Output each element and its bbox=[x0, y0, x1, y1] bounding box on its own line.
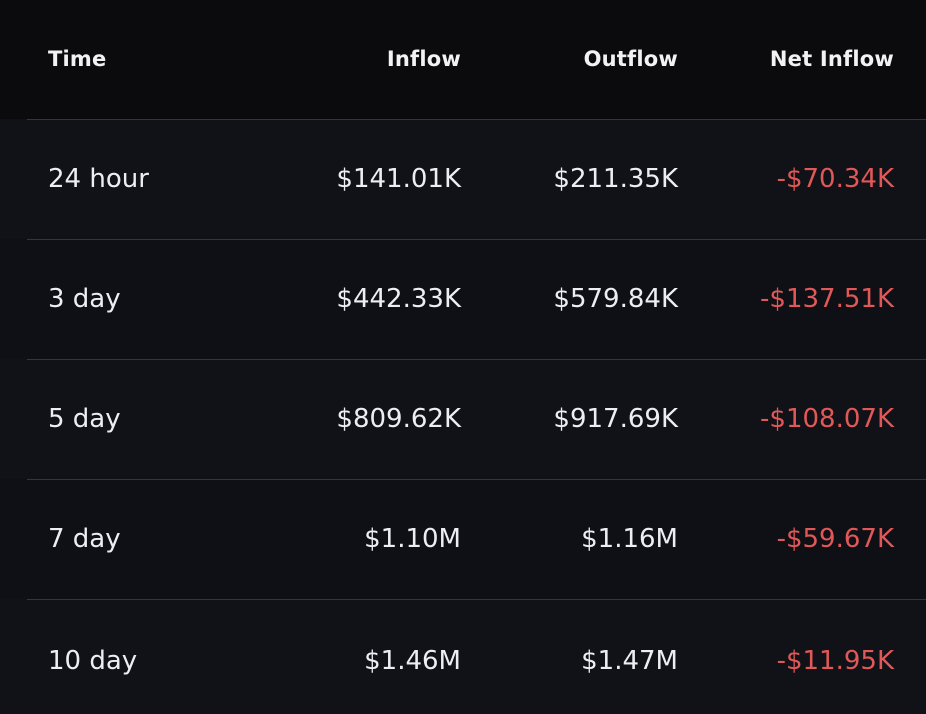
cell-inflow: $809.62K bbox=[336, 404, 461, 434]
row-divider bbox=[27, 239, 926, 240]
header-time: Time bbox=[48, 46, 107, 71]
header-inflow: Inflow bbox=[386, 46, 461, 71]
table-row: 24 hour $141.01K $211.35K -$70.34K bbox=[0, 119, 926, 239]
cell-time: 10 day bbox=[48, 645, 138, 676]
cell-time: 3 day bbox=[48, 284, 121, 314]
cell-outflow: $1.47M bbox=[581, 645, 678, 676]
cell-inflow: $1.10M bbox=[364, 524, 461, 554]
cell-inflow: $141.01K bbox=[336, 164, 461, 194]
table-row: 7 day $1.10M $1.16M -$59.67K bbox=[0, 479, 926, 599]
header-net-inflow: Net Inflow bbox=[769, 46, 894, 71]
row-divider bbox=[27, 359, 926, 360]
cell-outflow: $579.84K bbox=[553, 284, 678, 314]
cell-net-inflow: -$137.51K bbox=[760, 284, 894, 314]
cell-time: 5 day bbox=[48, 404, 121, 434]
row-divider bbox=[27, 479, 926, 480]
cell-net-inflow: -$11.95K bbox=[776, 645, 894, 676]
cell-net-inflow: -$59.67K bbox=[776, 524, 894, 554]
row-divider bbox=[27, 119, 926, 120]
table-header: Time Inflow Outflow Net Inflow bbox=[0, 0, 926, 119]
cell-inflow: $442.33K bbox=[336, 284, 461, 314]
cell-outflow: $1.16M bbox=[581, 524, 678, 554]
cell-outflow: $211.35K bbox=[553, 164, 678, 194]
cell-time: 24 hour bbox=[48, 164, 149, 194]
cell-outflow: $917.69K bbox=[553, 404, 678, 434]
table-row: 3 day $442.33K $579.84K -$137.51K bbox=[0, 239, 926, 359]
table-row: 10 day $1.46M $1.47M -$11.95K bbox=[0, 599, 926, 714]
cell-inflow: $1.46M bbox=[364, 645, 461, 676]
cell-time: 7 day bbox=[48, 524, 121, 554]
table-row: 5 day $809.62K $917.69K -$108.07K bbox=[0, 359, 926, 479]
cell-net-inflow: -$70.34K bbox=[776, 164, 894, 194]
row-divider bbox=[27, 599, 926, 600]
cell-net-inflow: -$108.07K bbox=[760, 404, 894, 434]
header-outflow: Outflow bbox=[583, 46, 678, 71]
